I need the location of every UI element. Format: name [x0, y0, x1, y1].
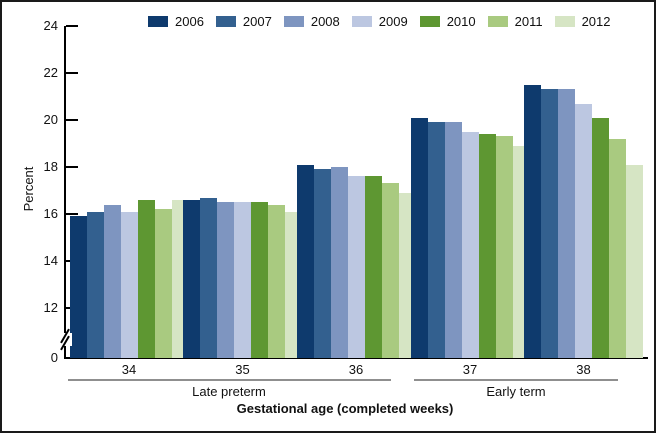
bar-week37-2008	[444, 122, 462, 358]
early-term-line	[414, 379, 618, 381]
y-axis-title: Percent	[21, 166, 36, 212]
y-tick-label-24: 24	[43, 18, 58, 33]
bar-week34-2006	[69, 216, 87, 358]
x-tick-label-36: 36	[348, 362, 364, 377]
legend-swatch-icon	[215, 16, 236, 27]
legend-item-2007: 2007	[215, 14, 272, 29]
bar-week37-2006	[410, 117, 428, 358]
legend: 2006 2007 2008 2009 2010 2011 2012	[148, 15, 611, 28]
legend-item-2010: 2010	[419, 14, 476, 29]
late-preterm-line	[68, 379, 391, 381]
bar-week36-2008	[330, 167, 348, 358]
legend-label: 2008	[310, 14, 340, 29]
legend-swatch-icon	[487, 16, 508, 27]
bar-week36-2011	[381, 183, 399, 358]
bar-week38-2009	[575, 103, 592, 358]
legend-label: 2006	[175, 14, 204, 29]
y-tick-label-16: 16	[43, 206, 58, 221]
x-tick-label-34: 34	[121, 362, 137, 377]
y-tick-16	[66, 213, 78, 215]
bar-week38-2006	[524, 84, 541, 358]
y-tick-label-12: 12	[43, 300, 58, 315]
bar-week37-2009	[461, 131, 479, 358]
legend-swatch-icon	[351, 16, 372, 27]
bar-week35-2010	[251, 202, 268, 358]
group-label-early-term: Early term	[486, 384, 546, 399]
bar-week36-2010	[364, 176, 382, 358]
y-tick-label-20: 20	[43, 112, 58, 127]
bar-week34-2008	[103, 204, 121, 358]
bar-week36-2006	[296, 164, 314, 358]
bar-week38-2008	[558, 89, 575, 358]
bar-week38-2007	[541, 89, 558, 358]
x-axis-line	[64, 357, 648, 359]
group-label-late-preterm: Late preterm	[192, 384, 266, 399]
bar-week38-2011	[609, 138, 626, 358]
bar-week37-2010	[478, 134, 496, 358]
y-axis-line	[64, 26, 66, 358]
y-tick-0	[66, 357, 78, 359]
legend-label: 2011	[514, 14, 543, 29]
bar-week38-2012	[626, 164, 643, 358]
legend-item-2011: 2011	[487, 14, 543, 29]
bar-week38-2010	[592, 117, 609, 358]
bar-week35-2007	[200, 197, 217, 358]
legend-item-2009: 2009	[351, 14, 408, 29]
y-tick-22	[66, 72, 78, 74]
bar-week35-2008	[217, 202, 234, 358]
bar-week34-2009	[120, 211, 138, 358]
x-axis-title: Gestational age (completed weeks)	[236, 401, 454, 416]
legend-item-2012: 2012	[554, 14, 611, 29]
bar-week35-2006	[183, 199, 200, 358]
y-tick-label-22: 22	[43, 65, 58, 80]
y-tick-label-14: 14	[43, 253, 58, 268]
x-tick-label-37: 37	[462, 362, 478, 377]
legend-item-2006: 2006	[148, 15, 204, 28]
legend-label: 2012	[581, 14, 611, 29]
x-tick-label-38: 38	[576, 362, 591, 377]
legend-swatch-icon	[283, 16, 304, 27]
bar-week34-2011	[154, 209, 172, 358]
y-tick-20	[66, 119, 78, 121]
legend-swatch-icon	[148, 16, 168, 27]
legend-label: 2007	[242, 14, 272, 29]
y-tick-24	[66, 25, 78, 27]
bar-week36-2007	[313, 169, 331, 358]
bar-week34-2007	[86, 211, 104, 358]
x-tick-label-35: 35	[235, 362, 250, 377]
bar-week37-2007	[427, 122, 445, 358]
y-tick-18	[66, 166, 78, 168]
legend-label: 2010	[446, 14, 476, 29]
bar-week35-2011	[268, 204, 285, 358]
bar-week34-2010	[137, 199, 155, 358]
bar-week35-2009	[234, 202, 251, 358]
y-tick-label-18: 18	[43, 159, 58, 174]
y-tick-label-0: 0	[50, 350, 58, 365]
legend-swatch-icon	[554, 16, 575, 27]
legend-item-2008: 2008	[283, 14, 340, 29]
bar-week36-2009	[347, 176, 365, 358]
legend-label: 2009	[378, 14, 408, 29]
bar-week37-2011	[495, 136, 513, 358]
legend-swatch-icon	[419, 16, 440, 27]
